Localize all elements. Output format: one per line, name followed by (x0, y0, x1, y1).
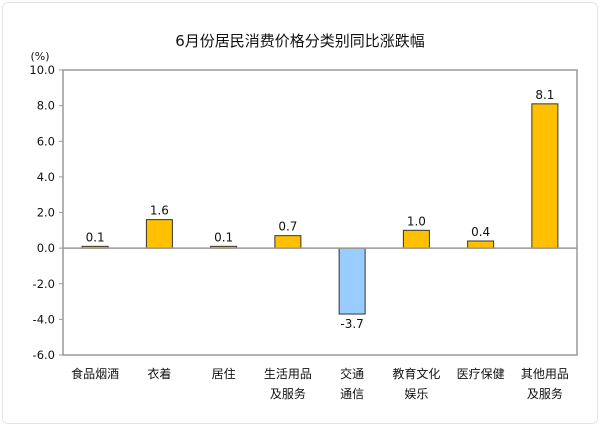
bar (338, 247, 366, 315)
y-axis-unit: (%) (30, 50, 49, 63)
data-label: -3.7 (340, 317, 363, 331)
x-category-label: 医疗保健 (457, 367, 505, 381)
plot-area (62, 69, 578, 356)
y-tick-label: -2.0 (33, 277, 55, 291)
data-label: 0.1 (86, 230, 105, 244)
data-label: 1.0 (407, 214, 426, 228)
data-label: 0.7 (278, 220, 297, 234)
chart-title: 6月份居民消费价格分类别同比涨跌幅 (175, 32, 425, 50)
y-tick-label: 8.0 (37, 99, 55, 113)
y-tick-label: 10.0 (29, 63, 55, 77)
x-category-label: 食品烟酒 (71, 366, 119, 381)
x-category-label: 教育文化 (392, 366, 440, 381)
data-label: 8.1 (535, 88, 554, 102)
y-tick-label: -4.0 (33, 312, 55, 326)
data-label: 0.4 (471, 225, 490, 239)
y-tick-label: 4.0 (37, 170, 55, 184)
x-category-label: 及服务 (270, 386, 306, 401)
y-tick-label: -6.0 (33, 348, 55, 362)
x-category-label: 居住 (212, 367, 236, 381)
data-label: 0.1 (214, 230, 233, 244)
x-category-label: 及服务 (527, 386, 563, 401)
bar (531, 103, 559, 249)
bar (402, 229, 430, 249)
x-category-label: 衣着 (147, 366, 171, 381)
x-category-label: 生活用品 (264, 367, 312, 381)
x-category-label: 娱乐 (404, 387, 428, 401)
y-tick-label: 6.0 (37, 134, 55, 148)
bar (145, 219, 173, 249)
data-label: 1.6 (150, 204, 169, 218)
x-category-label: 通信 (340, 387, 364, 401)
y-tick-label: 2.0 (37, 206, 55, 220)
bar (274, 235, 302, 249)
y-tick-label: 0.0 (37, 241, 55, 255)
bar (467, 240, 495, 249)
x-category-label: 其他用品 (521, 367, 569, 381)
x-category-label: 交通 (340, 366, 364, 381)
